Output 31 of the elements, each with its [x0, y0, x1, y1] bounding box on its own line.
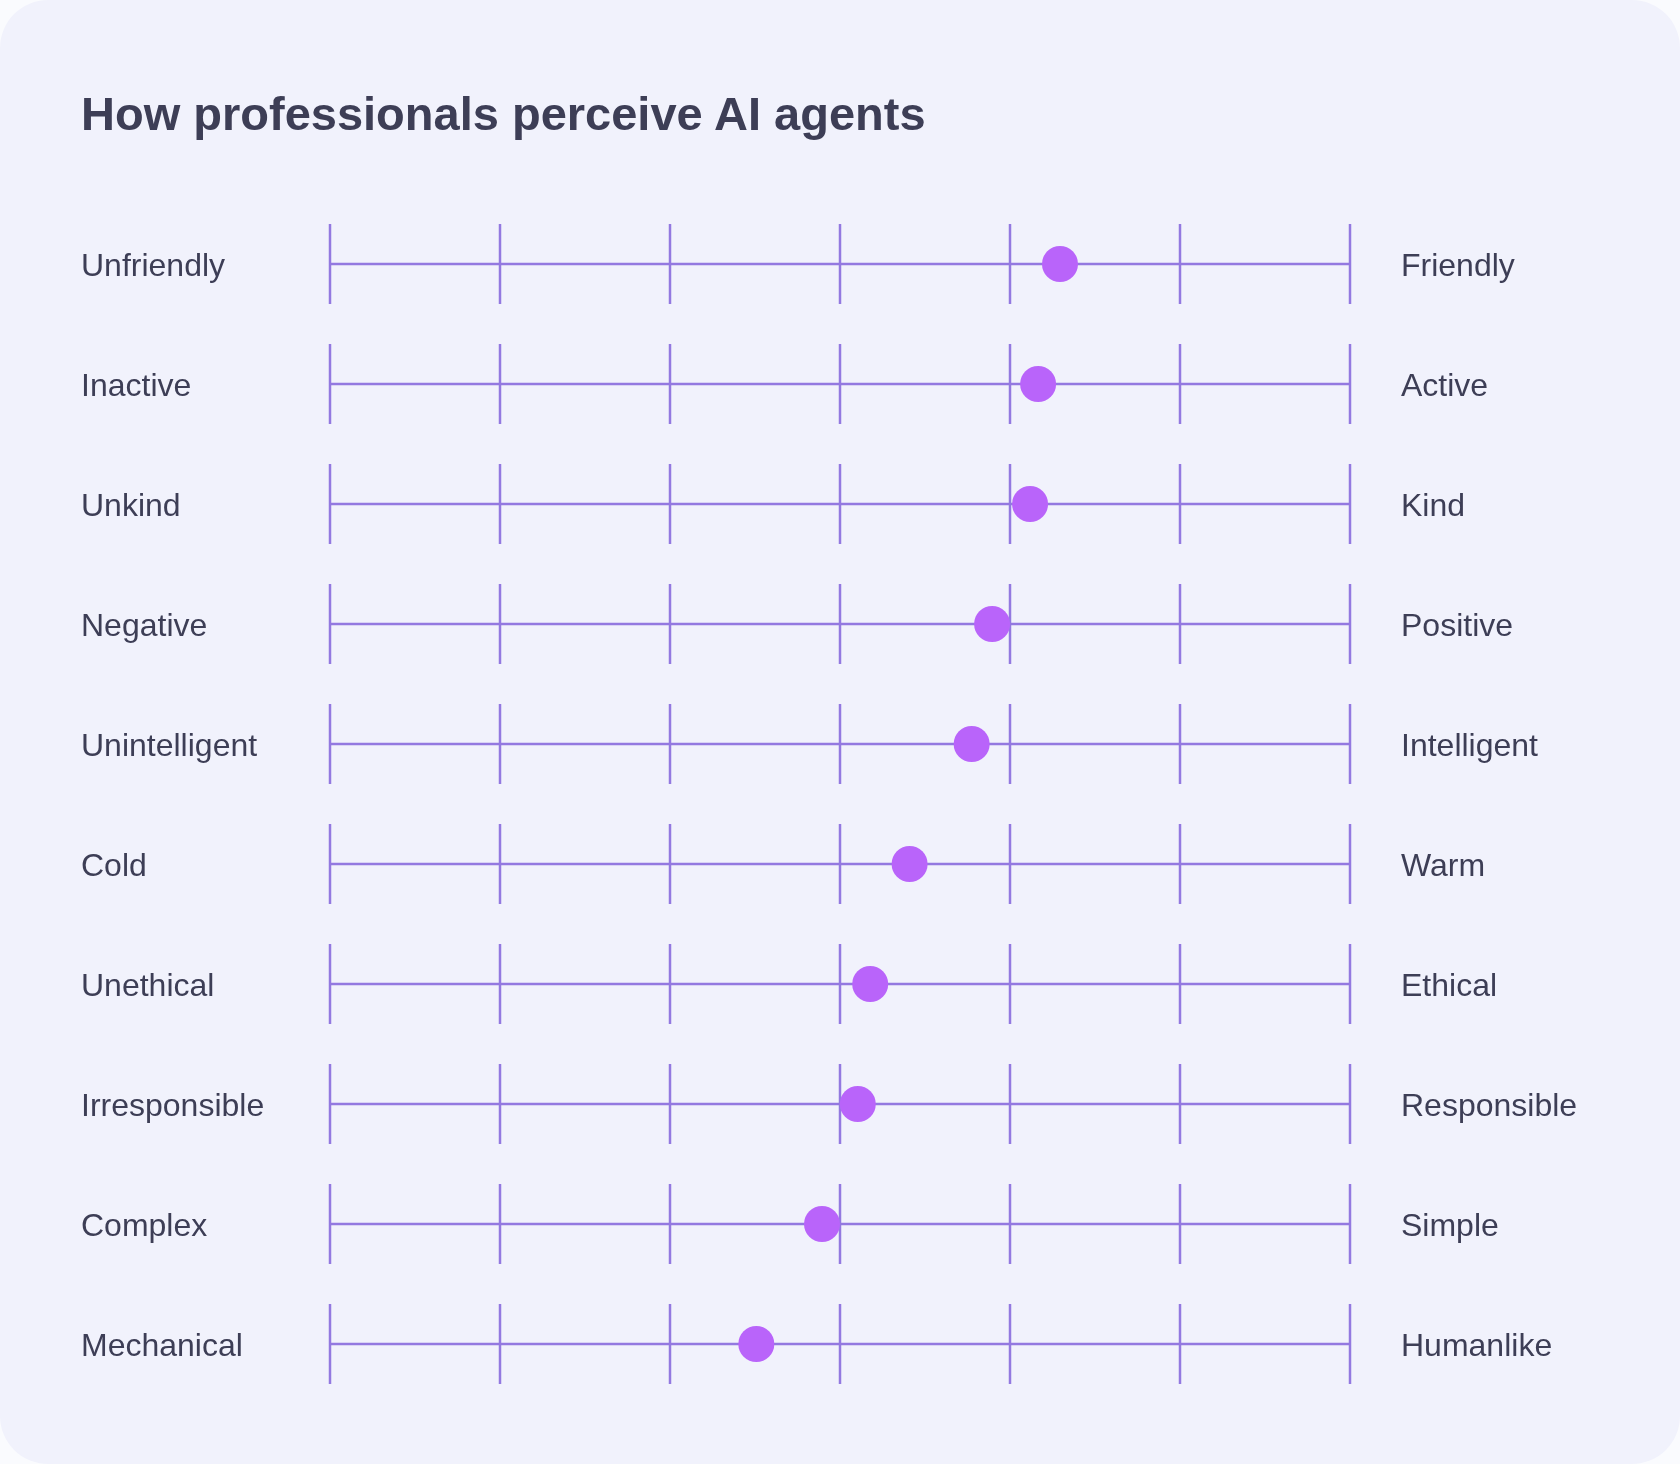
- y-tick-label: Negative: [81, 607, 208, 643]
- y-tick-label: Complex: [81, 1207, 208, 1243]
- y2-tick-label: Simple: [1401, 1207, 1499, 1243]
- y-tick-label: Unkind: [81, 487, 181, 523]
- y2-tick-label: Warm: [1401, 847, 1486, 883]
- point: [738, 1326, 775, 1362]
- y-tick-label: Unintelligent: [81, 727, 258, 763]
- y2-tick-label: Intelligent: [1401, 727, 1539, 763]
- y-tick-label: Inactive: [81, 367, 192, 403]
- y2-tick-label: Kind: [1401, 487, 1466, 523]
- point: [1020, 366, 1057, 402]
- y2-tick-label: Active: [1401, 367, 1489, 403]
- point: [1012, 486, 1049, 522]
- point: [804, 1206, 841, 1242]
- y2-tick-label: Responsible: [1401, 1087, 1578, 1123]
- y-tick-label: Unfriendly: [81, 247, 226, 283]
- point: [974, 606, 1011, 642]
- point: [1042, 246, 1078, 282]
- y-tick-label: Mechanical: [81, 1327, 243, 1363]
- point: [953, 726, 990, 762]
- y-tick-label: Unethical: [81, 967, 215, 1003]
- point: [839, 1086, 876, 1122]
- y-tick-label: Irresponsible: [81, 1087, 265, 1123]
- point: [891, 846, 928, 882]
- y2-tick-label: Humanlike: [1401, 1327, 1553, 1363]
- point: [852, 966, 889, 1002]
- y2-tick-label: Ethical: [1401, 967, 1498, 1003]
- y-tick-label: Cold: [81, 847, 147, 883]
- chart-title: How professionals perceive AI agents: [81, 87, 926, 140]
- y2-tick-label: Friendly: [1401, 247, 1515, 283]
- y2-tick-label: Positive: [1401, 607, 1514, 643]
